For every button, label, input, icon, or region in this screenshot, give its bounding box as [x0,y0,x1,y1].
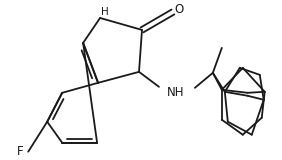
Text: H: H [101,7,109,17]
Text: O: O [174,4,184,16]
Text: F: F [17,145,24,158]
Text: NH: NH [167,86,185,99]
